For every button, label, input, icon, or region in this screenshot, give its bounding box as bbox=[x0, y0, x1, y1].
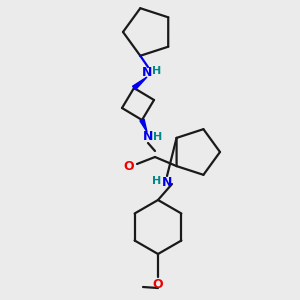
Text: H: H bbox=[152, 66, 162, 76]
Text: N: N bbox=[142, 65, 152, 79]
Text: O: O bbox=[153, 278, 163, 290]
Text: H: H bbox=[153, 132, 163, 142]
Polygon shape bbox=[140, 119, 147, 132]
Text: N: N bbox=[162, 176, 172, 188]
Polygon shape bbox=[133, 77, 147, 90]
Text: H: H bbox=[152, 176, 162, 186]
Text: O: O bbox=[124, 160, 134, 172]
Text: N: N bbox=[143, 130, 153, 143]
